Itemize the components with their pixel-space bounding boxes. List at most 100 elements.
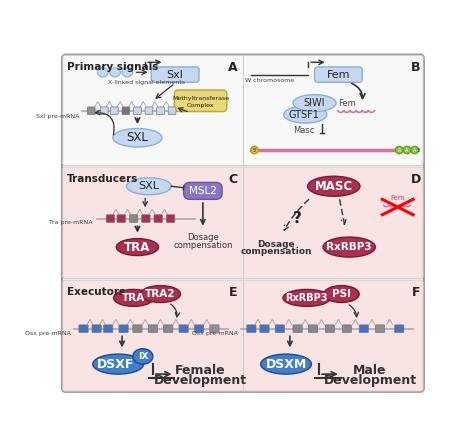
FancyBboxPatch shape bbox=[134, 107, 141, 114]
Ellipse shape bbox=[140, 286, 181, 302]
Ellipse shape bbox=[403, 146, 411, 154]
Text: Sxl pre-mRNA: Sxl pre-mRNA bbox=[36, 114, 79, 119]
FancyBboxPatch shape bbox=[315, 67, 362, 82]
Text: Female: Female bbox=[175, 364, 226, 377]
Text: W chromosome: W chromosome bbox=[246, 78, 294, 83]
Text: DSXF: DSXF bbox=[97, 358, 135, 371]
Text: E: E bbox=[229, 286, 237, 299]
FancyBboxPatch shape bbox=[145, 107, 153, 114]
Text: 3': 3' bbox=[416, 148, 421, 152]
Text: TRA: TRA bbox=[124, 240, 151, 254]
Text: MASC: MASC bbox=[315, 180, 353, 193]
Text: F: F bbox=[412, 286, 421, 299]
FancyBboxPatch shape bbox=[106, 215, 115, 222]
FancyBboxPatch shape bbox=[183, 183, 222, 199]
FancyBboxPatch shape bbox=[309, 325, 318, 332]
Ellipse shape bbox=[283, 290, 331, 306]
Text: Sxl: Sxl bbox=[167, 69, 183, 80]
Text: RxRBP3: RxRBP3 bbox=[327, 242, 372, 252]
FancyBboxPatch shape bbox=[194, 325, 204, 332]
FancyBboxPatch shape bbox=[375, 325, 384, 332]
FancyBboxPatch shape bbox=[247, 325, 256, 332]
Ellipse shape bbox=[133, 349, 153, 364]
Ellipse shape bbox=[251, 146, 258, 154]
Text: Dosage: Dosage bbox=[257, 240, 295, 248]
Ellipse shape bbox=[308, 176, 360, 196]
FancyBboxPatch shape bbox=[110, 107, 118, 114]
Text: Masc: Masc bbox=[293, 126, 314, 134]
Ellipse shape bbox=[109, 68, 120, 77]
Text: compensation: compensation bbox=[240, 247, 312, 256]
FancyBboxPatch shape bbox=[151, 67, 199, 82]
Text: SXL: SXL bbox=[127, 131, 148, 144]
Ellipse shape bbox=[293, 95, 336, 111]
Text: Fem: Fem bbox=[391, 195, 405, 201]
FancyBboxPatch shape bbox=[157, 107, 164, 114]
Text: SXL: SXL bbox=[138, 181, 159, 191]
Ellipse shape bbox=[323, 237, 375, 257]
FancyBboxPatch shape bbox=[275, 325, 284, 332]
Text: SIWI: SIWI bbox=[304, 98, 325, 108]
FancyBboxPatch shape bbox=[166, 215, 175, 222]
Text: Complex: Complex bbox=[187, 103, 214, 108]
Text: D: D bbox=[410, 173, 421, 186]
FancyBboxPatch shape bbox=[325, 325, 335, 332]
Text: Dsx pre-mRNA: Dsx pre-mRNA bbox=[25, 331, 71, 336]
FancyBboxPatch shape bbox=[260, 325, 269, 332]
FancyBboxPatch shape bbox=[179, 325, 188, 332]
Ellipse shape bbox=[284, 106, 327, 123]
FancyBboxPatch shape bbox=[133, 325, 142, 332]
Text: PSI: PSI bbox=[332, 289, 351, 299]
Text: Tra pre-mRNA: Tra pre-mRNA bbox=[49, 220, 93, 225]
Text: RxRBP3: RxRBP3 bbox=[285, 293, 328, 303]
Text: Fem: Fem bbox=[338, 99, 356, 107]
Text: TRA2: TRA2 bbox=[146, 289, 176, 299]
FancyBboxPatch shape bbox=[164, 325, 173, 332]
Ellipse shape bbox=[93, 354, 144, 374]
FancyBboxPatch shape bbox=[395, 325, 404, 332]
FancyBboxPatch shape bbox=[63, 280, 423, 391]
FancyBboxPatch shape bbox=[148, 325, 157, 332]
Ellipse shape bbox=[324, 286, 359, 302]
Text: Fem: Fem bbox=[327, 69, 350, 80]
FancyBboxPatch shape bbox=[119, 325, 128, 332]
FancyBboxPatch shape bbox=[62, 54, 424, 392]
Ellipse shape bbox=[411, 146, 419, 154]
Text: ?: ? bbox=[293, 211, 302, 226]
FancyBboxPatch shape bbox=[174, 90, 227, 111]
FancyBboxPatch shape bbox=[359, 325, 368, 332]
FancyBboxPatch shape bbox=[168, 107, 176, 114]
FancyBboxPatch shape bbox=[63, 167, 423, 278]
Text: compensation: compensation bbox=[173, 241, 233, 250]
Text: Dsx pre-mRNA: Dsx pre-mRNA bbox=[192, 331, 238, 336]
Ellipse shape bbox=[113, 129, 162, 147]
Ellipse shape bbox=[122, 68, 133, 77]
Ellipse shape bbox=[395, 146, 403, 154]
Ellipse shape bbox=[114, 290, 154, 306]
FancyBboxPatch shape bbox=[117, 215, 126, 222]
Ellipse shape bbox=[261, 354, 311, 374]
Text: GTSF1: GTSF1 bbox=[288, 110, 319, 120]
Text: A: A bbox=[413, 148, 416, 152]
FancyBboxPatch shape bbox=[63, 55, 423, 165]
FancyBboxPatch shape bbox=[87, 107, 95, 114]
FancyBboxPatch shape bbox=[122, 107, 130, 114]
Text: Dosage: Dosage bbox=[187, 233, 219, 242]
Text: Male: Male bbox=[353, 364, 387, 377]
Text: TRA: TRA bbox=[122, 293, 145, 303]
Text: DSXM: DSXM bbox=[265, 358, 307, 371]
Text: Executors: Executors bbox=[66, 287, 125, 297]
FancyBboxPatch shape bbox=[129, 215, 138, 222]
Text: A: A bbox=[228, 61, 237, 74]
Text: B: B bbox=[411, 61, 421, 74]
Text: A: A bbox=[398, 148, 401, 152]
FancyBboxPatch shape bbox=[342, 325, 352, 332]
FancyBboxPatch shape bbox=[293, 325, 302, 332]
Text: Methyltransferase: Methyltransferase bbox=[172, 96, 229, 101]
Text: C: C bbox=[228, 173, 237, 186]
Text: Transducers: Transducers bbox=[66, 174, 138, 184]
Text: Development: Development bbox=[323, 374, 417, 387]
Text: Development: Development bbox=[154, 374, 247, 387]
Text: MSL2: MSL2 bbox=[189, 186, 217, 196]
Text: Primary signals: Primary signals bbox=[66, 62, 158, 72]
